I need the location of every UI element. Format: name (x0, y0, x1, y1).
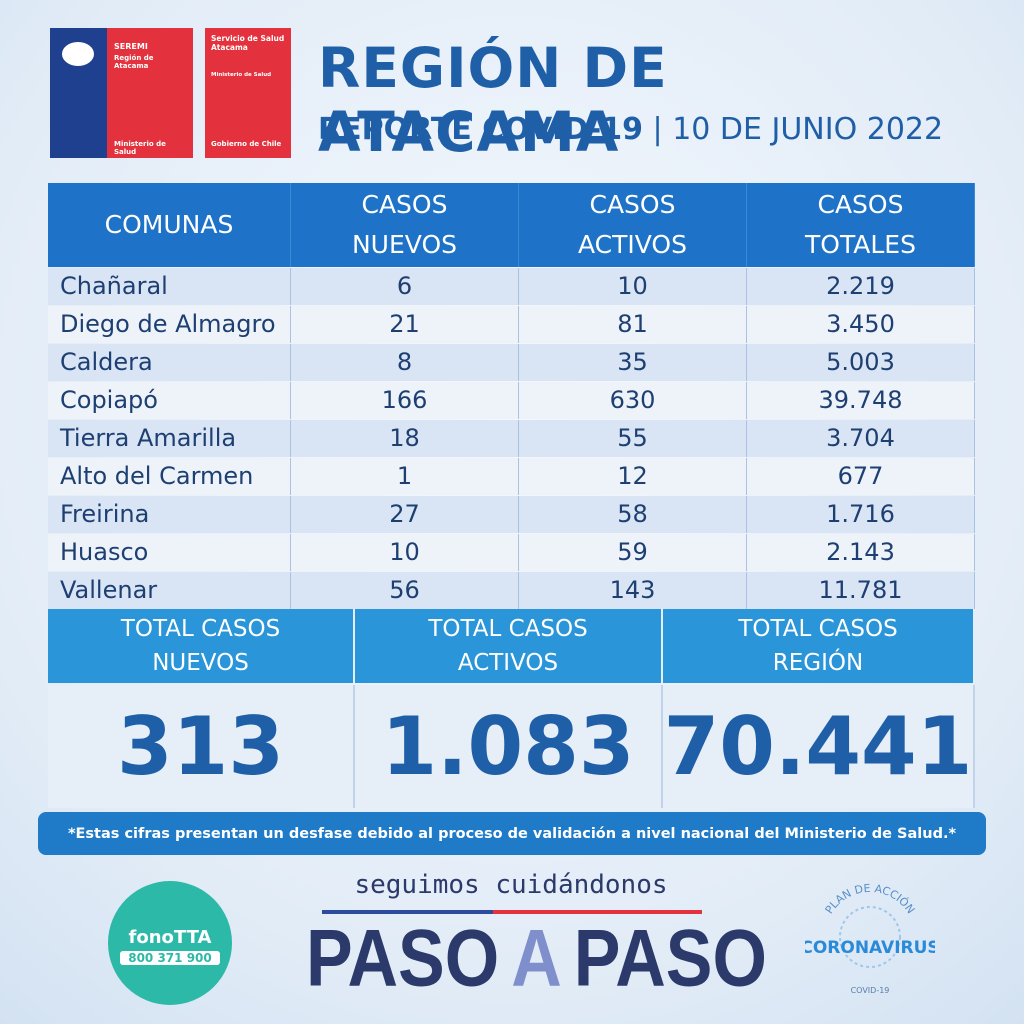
cell-value: 39.748 (747, 382, 975, 419)
total-label: TOTAL CASOS ACTIVOS (355, 609, 663, 683)
servicio-logo: Servicio de Salud Atacama Ministerio de … (205, 28, 291, 158)
table-row: Tierra Amarilla 18 55 3.704 (48, 420, 975, 457)
cell-value: 27 (291, 496, 519, 533)
total-value: 313 (48, 685, 355, 808)
cell-value: 5.003 (747, 344, 975, 381)
column-header: COMUNAS (48, 183, 291, 267)
cell-value: 143 (519, 572, 747, 609)
total-label: TOTAL CASOS REGIÓN (663, 609, 975, 683)
commune-name: Vallenar (48, 572, 291, 609)
total-value: 70.441 (663, 685, 975, 808)
fonotta-logo: fonoTTA 800 371 900 (108, 881, 232, 1005)
commune-name: Tierra Amarilla (48, 420, 291, 457)
cell-value: 1 (291, 458, 519, 495)
total-label: TOTAL CASOS NUEVOS (48, 609, 355, 683)
commune-name: Caldera (48, 344, 291, 381)
cell-value: 3.704 (747, 420, 975, 457)
plan-logo: PLAN DE ACCIÓN CORONAVIRUS COVID-19 (805, 882, 935, 995)
date: 10 DE JUNIO 2022 (672, 112, 944, 147)
plan-bottom: COVID-19 (851, 986, 890, 995)
column-header: CASOS ACTIVOS (519, 183, 747, 267)
cell-value: 2.219 (747, 268, 975, 305)
commune-name: Diego de Almagro (48, 306, 291, 343)
cell-value: 166 (291, 382, 519, 419)
cell-value: 35 (519, 344, 747, 381)
cell-value: 677 (747, 458, 975, 495)
cell-value: 6 (291, 268, 519, 305)
campaign-word: A (511, 913, 562, 1003)
commune-name: Chañaral (48, 268, 291, 305)
column-header: CASOS NUEVOS (291, 183, 519, 267)
table-row: Diego de Almagro 21 81 3.450 (48, 306, 975, 343)
cell-value: 58 (519, 496, 747, 533)
flag-bar (322, 910, 702, 914)
cell-value: 11.781 (747, 572, 975, 609)
campaign-word: PASO (306, 913, 500, 1003)
cases-table: COMUNAS CASOS NUEVOS CASOS ACTIVOS CASOS TO… (48, 183, 975, 609)
cell-value: 10 (519, 268, 747, 305)
coat-of-arms (62, 42, 94, 66)
cell-value: 56 (291, 572, 519, 609)
phone: 800 371 900 (120, 951, 220, 965)
table-row: Caldera 8 35 5.003 (48, 344, 975, 381)
subtitle: REPORTE COVID-19 | 10 DE JUNIO 2022 (318, 112, 944, 147)
campaign: PASO A PASO (300, 912, 767, 1004)
header-row: COMUNAS CASOS NUEVOS CASOS ACTIVOS CASOS TO… (48, 183, 975, 267)
footnote: *Estas cifras presentan un desfase debid… (38, 812, 986, 855)
cell-value: 630 (519, 382, 747, 419)
table-row: Alto del Carmen 1 12 677 (48, 458, 975, 495)
logo-name: SEREMI (114, 42, 148, 51)
commune-name: Freirina (48, 496, 291, 533)
logo-region: Región de Atacama (114, 54, 154, 70)
table-row: Vallenar 56 143 11.781 (48, 572, 975, 609)
phone-brand: fonoTTA (128, 927, 212, 948)
logo-ministry: Ministerio de Salud (211, 72, 272, 78)
cell-value: 81 (519, 306, 747, 343)
totals: TOTAL CASOS NUEVOS TOTAL CASOS ACTIVOS TOT… (48, 609, 975, 808)
column-header: CASOS TOTALES (747, 183, 975, 267)
commune-name: Alto del Carmen (48, 458, 291, 495)
cell-value: 12 (519, 458, 747, 495)
table-row: Huasco 10 59 2.143 (48, 534, 975, 571)
cell-value: 2.143 (747, 534, 975, 571)
plan-name: CORONAVIRUS (805, 938, 935, 958)
cell-value: 18 (291, 420, 519, 457)
slogan: seguimos cuidándonos (354, 870, 668, 900)
campaign-word: PASO (573, 913, 767, 1003)
table-row: Chañaral 6 10 2.219 (48, 268, 975, 305)
commune-name: Huasco (48, 534, 291, 571)
total-value: 1.083 (355, 685, 663, 808)
cell-value: 1.716 (747, 496, 975, 533)
seremi-logo: SEREMI Región de Atacama Ministerio de S… (50, 28, 193, 158)
logo-government: Gobierno de Chile (211, 140, 282, 148)
cell-value: 59 (519, 534, 747, 571)
table-row: Copiapó 166 630 39.748 (48, 382, 975, 419)
report: REPORTE COVID-19 (318, 112, 643, 147)
commune-name: Copiapó (48, 382, 291, 419)
cell-value: 3.450 (747, 306, 975, 343)
cell-value: 10 (291, 534, 519, 571)
table-row: Freirina 27 58 1.716 (48, 496, 975, 533)
logo-ministry: Ministerio de Salud (114, 140, 166, 156)
cell-value: 8 (291, 344, 519, 381)
cell-value: 21 (291, 306, 519, 343)
plan-top: PLAN DE ACCIÓN (823, 882, 918, 916)
cell-value: 55 (519, 420, 747, 457)
logo-name: Servicio de Salud Atacama (211, 34, 285, 52)
title: REGIÓN DE ATACAMA (318, 36, 668, 164)
